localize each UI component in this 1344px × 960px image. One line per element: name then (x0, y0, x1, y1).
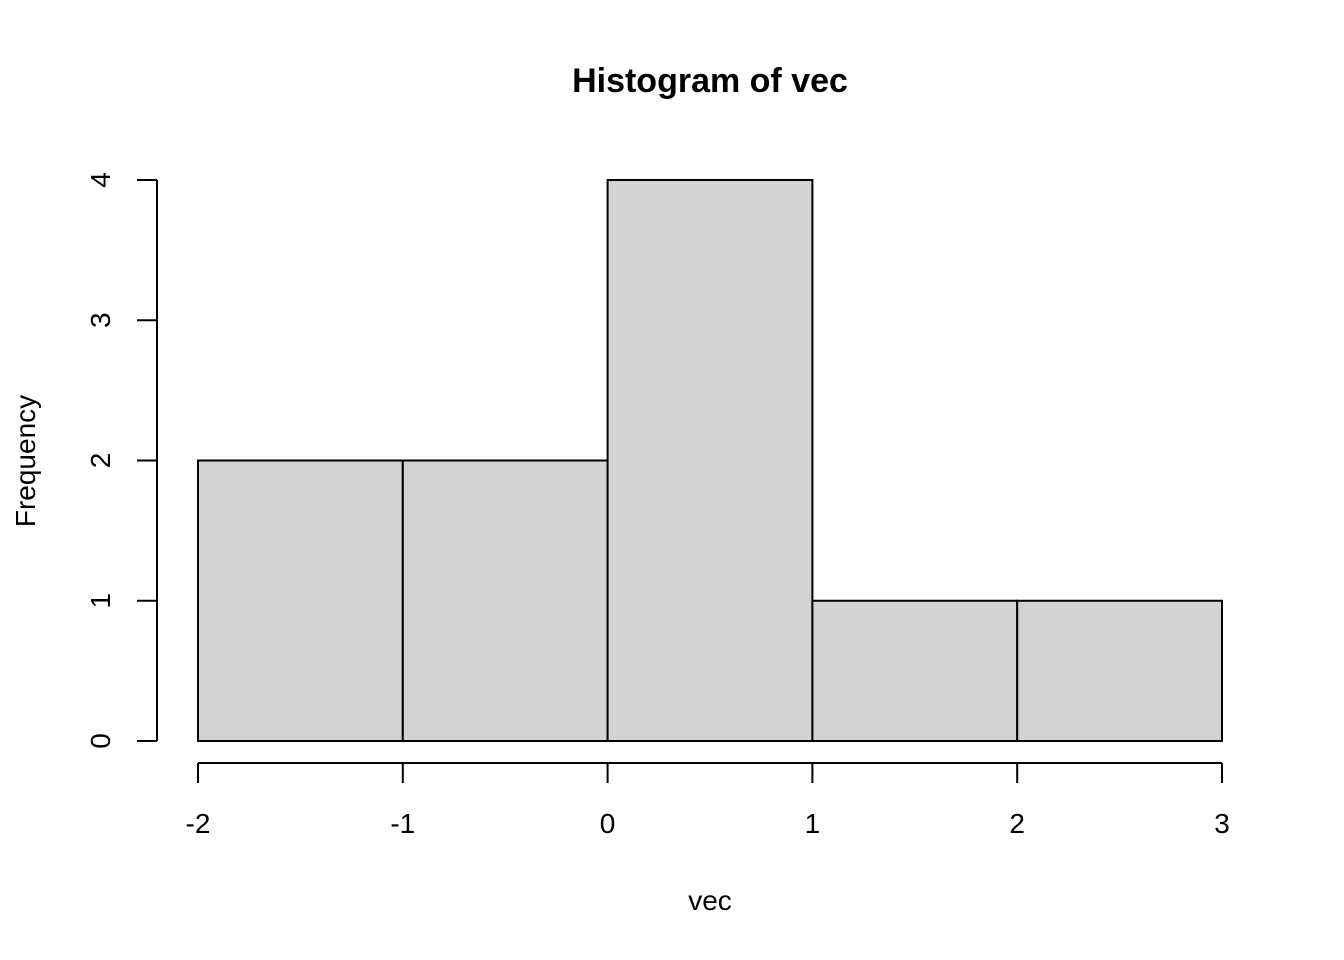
histogram-bar-0 (197, 459, 404, 742)
x-axis-label: vec (688, 885, 732, 916)
x-tick-label: 0 (600, 808, 616, 839)
x-tick-label: 1 (805, 808, 821, 839)
y-tick-label: 1 (85, 593, 116, 609)
histogram-bar-2 (606, 179, 814, 742)
chart-title: Histogram of vec (572, 62, 848, 100)
x-tick-label: 2 (1009, 808, 1025, 839)
x-tick-label: 3 (1214, 808, 1230, 839)
histogram-bar-3 (811, 599, 1019, 742)
x-tick-label: -2 (186, 808, 211, 839)
x-axis: -2 -1 0 1 2 3 (186, 762, 1230, 839)
y-axis-label: Frequency (10, 395, 41, 527)
y-tick-label: 2 (85, 453, 116, 469)
y-axis: 0 1 2 3 4 (85, 172, 158, 749)
histogram-bar-4 (1016, 599, 1224, 742)
y-tick-label: 3 (85, 312, 116, 328)
y-tick-label: 0 (85, 733, 116, 749)
histogram-bar-1 (401, 459, 609, 742)
y-tick-label: 4 (85, 172, 116, 188)
bars-group (197, 179, 1224, 742)
x-tick-label: -1 (390, 808, 415, 839)
